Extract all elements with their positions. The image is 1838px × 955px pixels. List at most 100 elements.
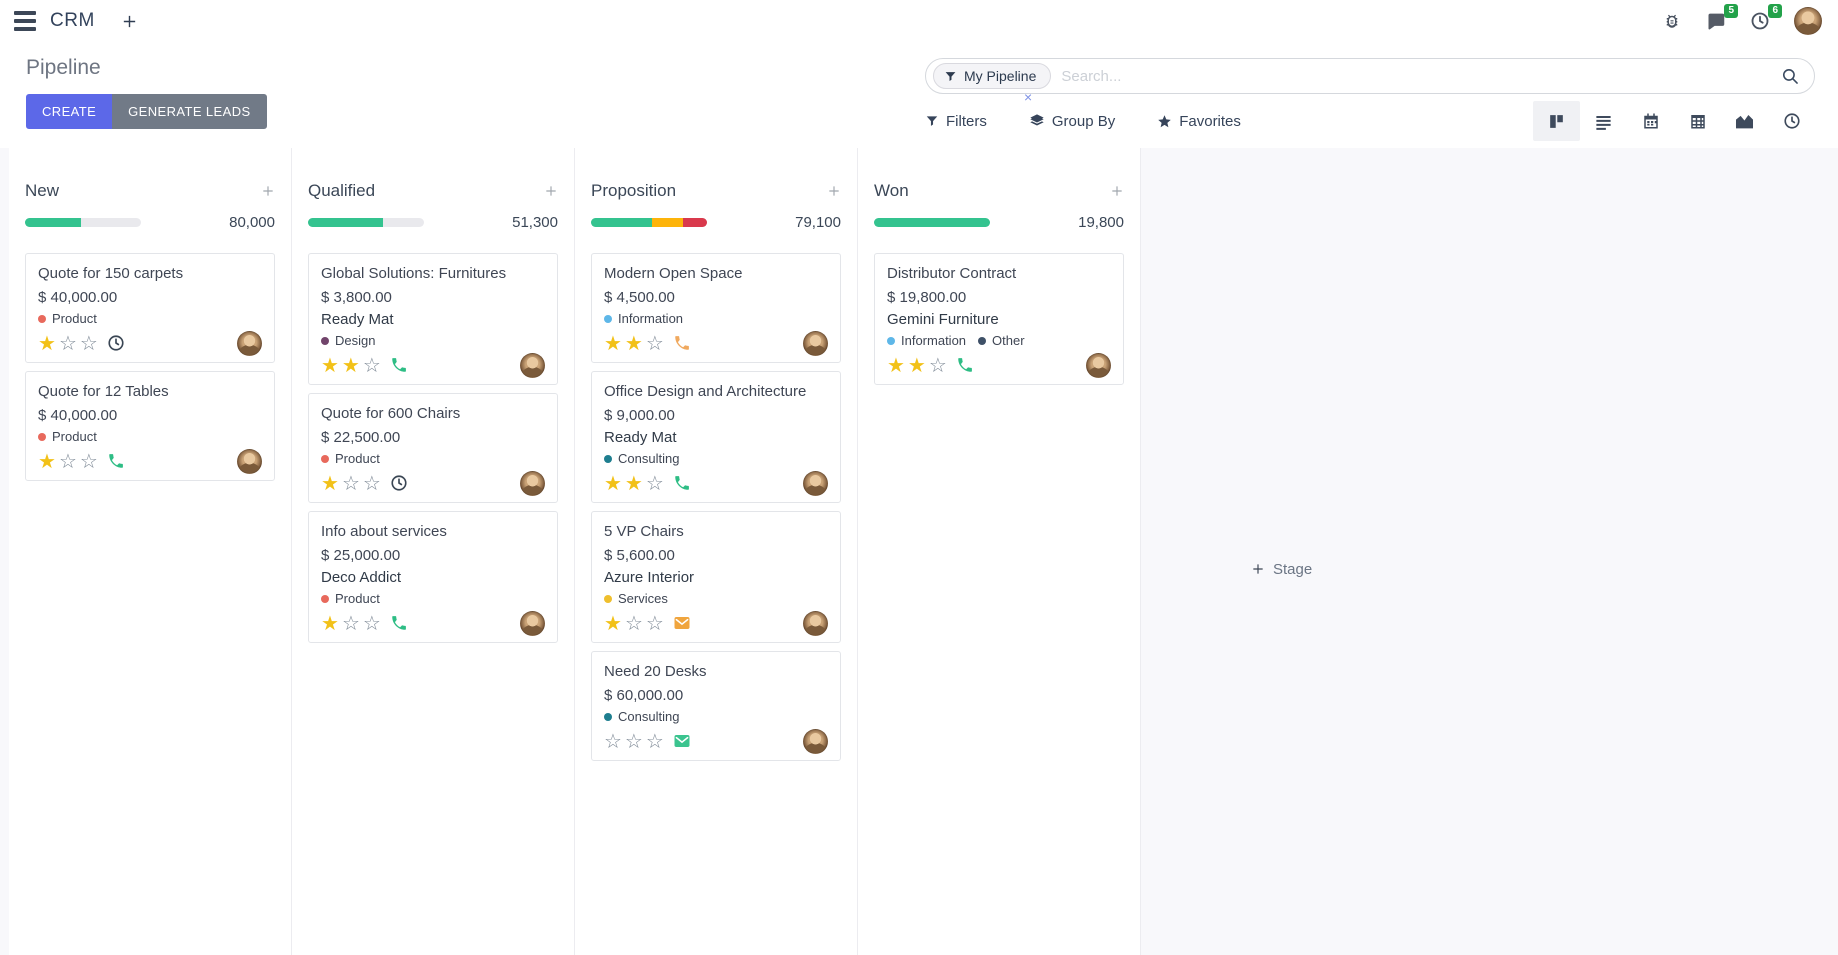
salesperson-avatar[interactable] (803, 470, 828, 496)
column-progressbar[interactable] (874, 218, 990, 227)
priority-stars[interactable]: ★☆☆ (604, 611, 667, 635)
activity-phone-icon[interactable] (956, 356, 974, 374)
group-by-button[interactable]: Group By (1029, 113, 1115, 130)
kanban-card[interactable]: Quote for 600 Chairs $ 22,500.00 Product… (308, 393, 558, 503)
activity-clock-icon[interactable] (390, 474, 408, 492)
priority-stars[interactable]: ★☆☆ (38, 331, 101, 355)
tag-dot (321, 336, 329, 345)
generate-leads-button[interactable]: GENERATE LEADS (112, 94, 267, 129)
quick-add-icon[interactable] (827, 184, 841, 198)
debug-bug-icon[interactable] (1663, 12, 1681, 30)
kanban-column-won: Won 19,800 Distributor Contract $ 19,800… (858, 148, 1141, 955)
search-icon[interactable] (1781, 67, 1800, 86)
salesperson-avatar[interactable] (520, 610, 545, 636)
quick-add-icon[interactable] (544, 184, 558, 198)
view-calendar-button[interactable] (1627, 101, 1674, 141)
priority-stars[interactable]: ★★☆ (887, 353, 950, 377)
add-stage-button[interactable]: Stage (1251, 183, 1312, 955)
activity-phone-icon[interactable] (673, 334, 691, 352)
progress-segment[interactable] (652, 218, 683, 227)
priority-stars[interactable]: ★☆☆ (38, 449, 101, 473)
kanban-card[interactable]: Office Design and Architecture $ 9,000.0… (591, 371, 841, 503)
column-progressbar[interactable] (591, 218, 707, 227)
kanban-card[interactable]: 5 VP Chairs $ 5,600.00 Azure Interior Se… (591, 511, 841, 643)
kanban-card[interactable]: Quote for 12 Tables $ 40,000.00 Product … (25, 371, 275, 481)
card-title: Need 20 Desks (604, 663, 707, 680)
column-progressbar[interactable] (25, 218, 141, 227)
app-name[interactable]: CRM (50, 10, 95, 31)
apps-menu-icon[interactable] (14, 11, 36, 31)
quick-add-icon[interactable] (261, 184, 275, 198)
control-panel: Pipeline CREATE GENERATE LEADS My Pipeli… (0, 42, 1838, 148)
kanban-card[interactable]: Need 20 Desks $ 60,000.00 Consulting ☆☆☆ (591, 651, 841, 761)
card-amount: $ 3,800.00 (321, 289, 392, 306)
tag-dot (604, 314, 612, 323)
activity-envelope-icon[interactable] (673, 614, 691, 632)
quick-add-icon[interactable] (1110, 184, 1124, 198)
kanban-card[interactable]: Global Solutions: Furnitures $ 3,800.00 … (308, 253, 558, 385)
user-avatar[interactable] (1794, 7, 1822, 35)
card-title: Office Design and Architecture (604, 383, 807, 400)
priority-stars[interactable]: ★☆☆ (321, 471, 384, 495)
progress-segment[interactable] (874, 218, 990, 227)
tag: Information (604, 311, 683, 326)
view-pivot-button[interactable] (1674, 101, 1721, 141)
favorites-button[interactable]: Favorites (1157, 113, 1241, 130)
progress-segment[interactable] (591, 218, 653, 227)
card-partner: Deco Addict (321, 569, 402, 586)
card-amount: $ 60,000.00 (604, 687, 684, 704)
kanban-card[interactable]: Distributor Contract $ 19,800.00 Gemini … (874, 253, 1124, 385)
create-button[interactable]: CREATE (26, 94, 113, 129)
search-bar[interactable]: My Pipeline (925, 58, 1815, 94)
search-facet[interactable]: My Pipeline (933, 63, 1052, 89)
view-activity-button[interactable] (1768, 101, 1815, 141)
add-tab-icon[interactable] (121, 13, 138, 30)
activity-phone-icon[interactable] (390, 614, 408, 632)
kanban-card[interactable]: Info about services $ 25,000.00 Deco Add… (308, 511, 558, 643)
priority-stars[interactable]: ★☆☆ (321, 611, 384, 635)
column-progressbar[interactable] (308, 218, 424, 227)
activities-clock-icon[interactable]: 6 (1750, 4, 1782, 31)
salesperson-avatar[interactable] (237, 330, 262, 356)
priority-stars[interactable]: ★★☆ (321, 353, 384, 377)
activity-phone-icon[interactable] (390, 356, 408, 374)
tag: Design (321, 333, 375, 348)
progress-segment[interactable] (682, 218, 707, 227)
filter-funnel-icon (925, 114, 939, 128)
view-list-button[interactable] (1580, 101, 1627, 141)
card-title: Info about services (321, 523, 447, 540)
card-partner: Azure Interior (604, 569, 695, 586)
salesperson-avatar[interactable] (803, 728, 828, 754)
facet-remove-icon[interactable] (1024, 90, 1032, 104)
view-kanban-button[interactable] (1533, 101, 1580, 141)
search-input[interactable] (1061, 67, 1781, 85)
salesperson-avatar[interactable] (520, 470, 545, 496)
view-graph-button[interactable] (1721, 101, 1768, 141)
kanban-card[interactable]: Modern Open Space $ 4,500.00 Information… (591, 253, 841, 363)
priority-stars[interactable]: ☆☆☆ (604, 729, 667, 753)
filters-button[interactable]: Filters (925, 113, 987, 130)
salesperson-avatar[interactable] (803, 610, 828, 636)
card-title: Quote for 600 Chairs (321, 405, 461, 422)
progress-segment[interactable] (308, 218, 384, 227)
salesperson-avatar[interactable] (237, 448, 262, 474)
card-partner: Ready Mat (321, 311, 394, 328)
salesperson-avatar[interactable] (520, 352, 545, 378)
activity-clock-icon[interactable] (107, 334, 125, 352)
column-title: Qualified (308, 181, 376, 200)
progress-segment[interactable] (25, 218, 81, 227)
activity-envelope-icon[interactable] (673, 732, 691, 750)
activity-phone-icon[interactable] (673, 474, 691, 492)
view-switcher (1533, 101, 1815, 141)
tag: Other (978, 333, 1025, 348)
search-facet-label: My Pipeline (964, 68, 1037, 84)
activity-phone-icon[interactable] (107, 452, 125, 470)
priority-stars[interactable]: ★★☆ (604, 331, 667, 355)
salesperson-avatar[interactable] (1086, 352, 1111, 378)
messages-icon[interactable]: 5 (1705, 3, 1738, 32)
salesperson-avatar[interactable] (803, 330, 828, 356)
tag: Product (321, 451, 380, 466)
kanban-card[interactable]: Quote for 150 carpets $ 40,000.00 Produc… (25, 253, 275, 363)
tag-dot (321, 454, 329, 463)
priority-stars[interactable]: ★★☆ (604, 471, 667, 495)
